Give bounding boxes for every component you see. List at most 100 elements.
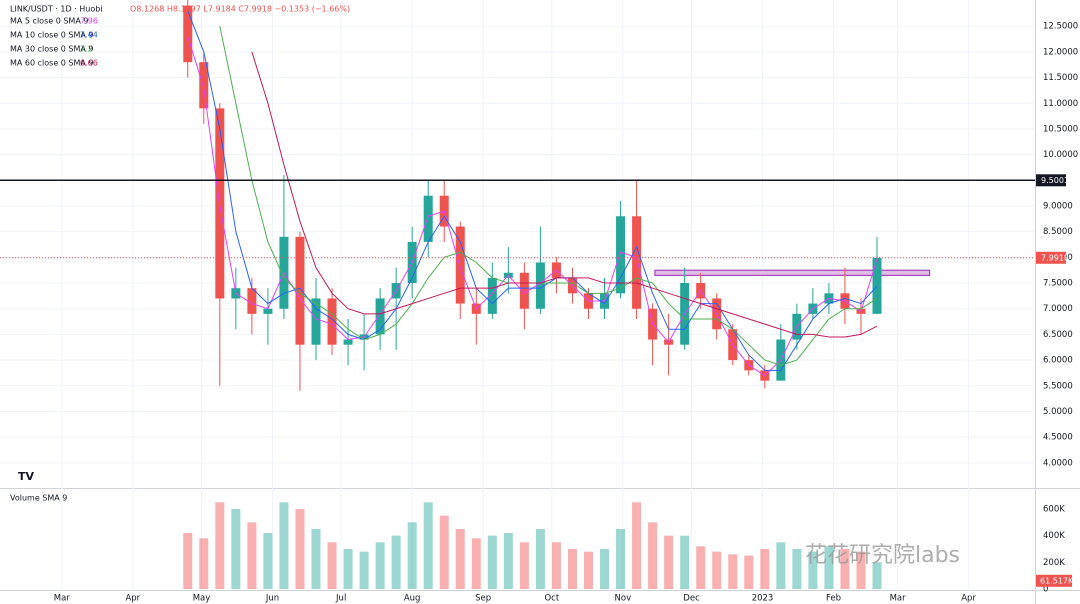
candle-body bbox=[343, 339, 353, 345]
volume-bar bbox=[183, 533, 193, 589]
hline-label: 9.5001 bbox=[1041, 176, 1069, 185]
x-tick-label: Jun bbox=[265, 594, 279, 604]
y-tick-label: 8.5000 bbox=[1043, 227, 1073, 237]
y-tick-label: 6.0000 bbox=[1043, 356, 1073, 366]
legend-label: MA 30 close 0 SMA 9 bbox=[10, 45, 94, 54]
candle-body bbox=[616, 216, 626, 294]
volume-bar bbox=[632, 502, 642, 589]
legend-label: MA 5 close 0 SMA 9 bbox=[10, 17, 88, 26]
volume-bar bbox=[744, 555, 754, 589]
volume-bar bbox=[279, 502, 289, 589]
volume-bar bbox=[648, 522, 658, 589]
candle-body bbox=[535, 262, 545, 309]
candle-body bbox=[423, 195, 433, 242]
candle-body bbox=[263, 308, 273, 314]
last-price-label: 7.9918 bbox=[1041, 253, 1069, 262]
x-tick-label: May bbox=[193, 594, 211, 604]
volume-bar bbox=[423, 502, 433, 589]
volume-bar bbox=[519, 542, 529, 589]
legend-label: MA 10 close 0 SMA 9 bbox=[10, 31, 94, 40]
volume-bar bbox=[247, 522, 257, 589]
x-tick-label: Aug bbox=[404, 594, 421, 604]
watermark: 花花研究院labs bbox=[805, 543, 960, 568]
volume-bar bbox=[616, 529, 626, 589]
x-tick-label: 2023 bbox=[752, 594, 774, 604]
volume-bar bbox=[664, 535, 674, 589]
volume-pane bbox=[183, 502, 882, 589]
volume-bar bbox=[439, 515, 449, 589]
candle-body bbox=[247, 288, 257, 314]
volume-bar bbox=[792, 549, 802, 589]
candle-body bbox=[199, 62, 209, 109]
volume-last-label: 61.517K bbox=[1040, 576, 1074, 585]
candle-body bbox=[487, 277, 497, 314]
volume-bar bbox=[327, 542, 337, 589]
ma-line bbox=[219, 26, 878, 366]
candle-body bbox=[295, 236, 305, 345]
x-tick-label: Apr bbox=[961, 594, 976, 604]
y-tick-label: 6.5000 bbox=[1043, 330, 1073, 340]
x-tick-label: Jul bbox=[335, 594, 346, 604]
ma-line bbox=[187, 10, 878, 371]
legend-value: 7.2 bbox=[80, 45, 93, 54]
volume-tick-label: 0 bbox=[1043, 585, 1048, 595]
volume-bar bbox=[359, 551, 369, 589]
x-tick-label: Mar bbox=[890, 594, 907, 604]
volume-bar bbox=[343, 549, 353, 589]
ohlc-text: O8.1268 H8.1297 L7.9184 C7.9918 −0.1353 … bbox=[130, 5, 350, 14]
y-tick-label: 4.0000 bbox=[1043, 458, 1073, 468]
volume-bar bbox=[375, 542, 385, 589]
volume-bar bbox=[728, 554, 738, 589]
volume-bar bbox=[583, 551, 593, 589]
hline-label-box bbox=[1036, 174, 1066, 187]
volume-tick-label: 600K bbox=[1043, 505, 1065, 515]
volume-legend: Volume SMA 9 bbox=[10, 494, 67, 503]
y-tick-label: 12.0000 bbox=[1043, 47, 1078, 57]
y-tick-label: 9.0000 bbox=[1043, 201, 1073, 211]
candle-body bbox=[311, 298, 321, 345]
volume-bar bbox=[199, 538, 209, 589]
x-tick-label: Oct bbox=[544, 594, 559, 604]
candle-body bbox=[632, 216, 642, 309]
symbol-title: LINK/USDT · 1D · Huobi bbox=[10, 5, 103, 14]
legend-label: MA 60 close 0 SMA 9 bbox=[10, 59, 94, 68]
volume-bar bbox=[295, 509, 305, 589]
candle-body bbox=[327, 298, 337, 345]
volume-bar bbox=[231, 509, 241, 589]
volume-tick-label: 400K bbox=[1043, 531, 1065, 541]
legend-value: 7.44 bbox=[80, 31, 98, 40]
volume-bar bbox=[455, 529, 465, 589]
y-tick-label: 11.5000 bbox=[1043, 73, 1078, 83]
tv-logo: TV bbox=[18, 470, 35, 483]
volume-bar bbox=[503, 533, 513, 589]
x-tick-label: Feb bbox=[826, 594, 841, 604]
y-tick-label: 12.5000 bbox=[1043, 22, 1078, 32]
legend-value: 7.96 bbox=[80, 17, 98, 26]
volume-bar bbox=[407, 522, 417, 589]
x-tick-label: Dec bbox=[683, 594, 700, 604]
x-tick-label: Sep bbox=[475, 594, 491, 604]
volume-bar bbox=[840, 549, 850, 589]
volume-bar bbox=[471, 538, 481, 589]
volume-bar bbox=[824, 546, 834, 589]
volume-last-box bbox=[1036, 574, 1072, 587]
y-tick-label: 10.0000 bbox=[1043, 150, 1078, 160]
axes: 4.0000 4.5000 5.0000 5.5000 6.0000 6.5000 7.00… bbox=[54, 22, 1078, 604]
price-pane bbox=[0, 0, 1035, 391]
candle-body bbox=[455, 226, 465, 304]
ma-line bbox=[251, 51, 878, 338]
y-tick-label: 10.5000 bbox=[1043, 124, 1078, 134]
x-tick-label: Mar bbox=[54, 594, 71, 604]
volume-bar bbox=[551, 542, 561, 589]
candle-body bbox=[375, 298, 385, 335]
last-price-box bbox=[1036, 251, 1066, 264]
zone bbox=[654, 269, 931, 276]
candle-body bbox=[519, 272, 529, 309]
legend: MA 5 close 0 SMA 97.96 MA 10 close 0 SMA … bbox=[10, 17, 98, 68]
volume-bar bbox=[535, 529, 545, 589]
y-tick-label: 5.5000 bbox=[1043, 381, 1073, 391]
x-tick-label: Apr bbox=[125, 594, 140, 604]
volume-bar bbox=[776, 542, 786, 589]
y-tick-label: 5.0000 bbox=[1043, 407, 1073, 417]
y-tick-label: 7.5000 bbox=[1043, 279, 1073, 289]
